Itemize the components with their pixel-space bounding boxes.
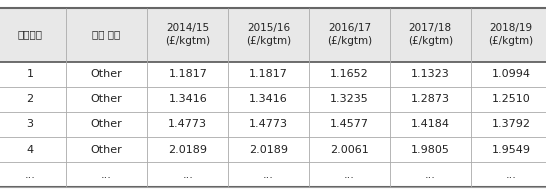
Text: ...: ...	[344, 170, 355, 180]
Text: 1.3416: 1.3416	[169, 94, 207, 104]
Text: 2.0189: 2.0189	[249, 145, 288, 155]
Text: 1.4773: 1.4773	[168, 119, 207, 129]
Text: 4: 4	[26, 145, 34, 155]
Text: Other: Other	[91, 69, 122, 79]
Text: 1.2873: 1.2873	[411, 94, 450, 104]
Bar	[0, 137, 546, 162]
Text: 화물 종류: 화물 종류	[92, 30, 121, 40]
Text: 1.4184: 1.4184	[411, 119, 450, 129]
Text: 2017/18
(£/kgtm): 2017/18 (£/kgtm)	[408, 23, 453, 46]
Text: 1.3792: 1.3792	[491, 119, 531, 129]
Bar	[0, 112, 546, 137]
Text: 2016/17
(£/kgtm): 2016/17 (£/kgtm)	[327, 23, 372, 46]
Bar	[0, 62, 546, 87]
Text: 1.1817: 1.1817	[168, 69, 207, 79]
Text: ...: ...	[425, 170, 436, 180]
Text: 1: 1	[27, 69, 33, 79]
Bar	[0, 87, 546, 112]
Text: 2015/16
(£/kgtm): 2015/16 (£/kgtm)	[246, 23, 291, 46]
Text: 2014/15
(£/kgtm): 2014/15 (£/kgtm)	[165, 23, 210, 46]
Text: 1.9549: 1.9549	[491, 145, 531, 155]
Text: 2018/19
(£/kgtm): 2018/19 (£/kgtm)	[489, 23, 533, 46]
Text: 1.1817: 1.1817	[249, 69, 288, 79]
Text: 자량종류: 자량종류	[17, 30, 43, 40]
Text: 2.0061: 2.0061	[330, 145, 369, 155]
Text: 1.1652: 1.1652	[330, 69, 369, 79]
Text: 1.4577: 1.4577	[330, 119, 369, 129]
Text: Other: Other	[91, 119, 122, 129]
Text: 3: 3	[27, 119, 33, 129]
Text: ...: ...	[182, 170, 193, 180]
Text: 1.9805: 1.9805	[411, 145, 450, 155]
Text: 1.4773: 1.4773	[249, 119, 288, 129]
Text: 2.0189: 2.0189	[168, 145, 207, 155]
Text: 1.3416: 1.3416	[250, 94, 288, 104]
Text: Other: Other	[91, 145, 122, 155]
Bar	[0, 8, 546, 62]
Bar	[0, 162, 546, 187]
Text: ...: ...	[506, 170, 517, 180]
Text: 1.0994: 1.0994	[491, 69, 531, 79]
Text: 1.2510: 1.2510	[492, 94, 530, 104]
Text: 1.3235: 1.3235	[330, 94, 369, 104]
Text: ...: ...	[25, 170, 35, 180]
Text: ...: ...	[101, 170, 112, 180]
Text: ...: ...	[263, 170, 274, 180]
Text: 1.1323: 1.1323	[411, 69, 449, 79]
Text: 2: 2	[26, 94, 34, 104]
Text: Other: Other	[91, 94, 122, 104]
